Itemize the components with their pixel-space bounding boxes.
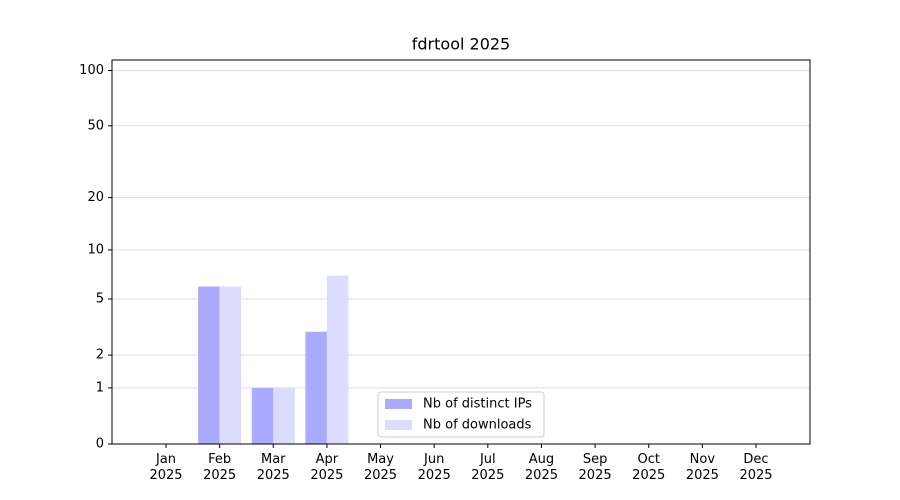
x-tick-label: Jun 2025 <box>417 452 451 483</box>
x-tick-label: May 2025 <box>363 452 398 483</box>
x-tick-label: Jan 2025 <box>149 452 183 483</box>
y-tick-label: 100 <box>79 63 104 78</box>
bar <box>326 275 349 444</box>
legend-label: Nb of distinct IPs <box>423 397 532 412</box>
x-tick-label: Dec 2025 <box>739 452 773 483</box>
x-tick-label: Apr 2025 <box>310 452 344 483</box>
bar <box>251 387 274 444</box>
plot-frame <box>111 59 811 445</box>
x-tick-label: Aug 2025 <box>524 452 558 483</box>
y-tick-label: 50 <box>87 118 104 133</box>
chart-title: fdrtool 2025 <box>412 35 510 54</box>
legend-label: Nb of downloads <box>423 418 532 433</box>
bar <box>198 286 220 444</box>
bar <box>273 387 295 444</box>
bar <box>305 331 327 444</box>
x-tick-label: Jul 2025 <box>471 452 505 483</box>
x-tick-label: Feb 2025 <box>203 452 237 483</box>
y-tick-label: 5 <box>96 291 104 306</box>
legend-box <box>377 391 545 438</box>
x-tick-label: Nov 2025 <box>685 452 719 483</box>
bar <box>219 286 242 444</box>
y-tick-label: 0 <box>96 437 104 452</box>
x-tick-label: Mar 2025 <box>256 452 290 483</box>
legend-swatch <box>385 399 412 409</box>
legend-swatch <box>385 420 412 430</box>
y-tick-label: 2 <box>96 348 104 363</box>
x-tick-label: Sep 2025 <box>578 452 612 483</box>
y-tick-label: 20 <box>87 190 104 205</box>
y-tick-label: 10 <box>87 242 104 257</box>
x-tick-label: Oct 2025 <box>632 452 666 483</box>
y-tick-label: 1 <box>96 380 104 395</box>
